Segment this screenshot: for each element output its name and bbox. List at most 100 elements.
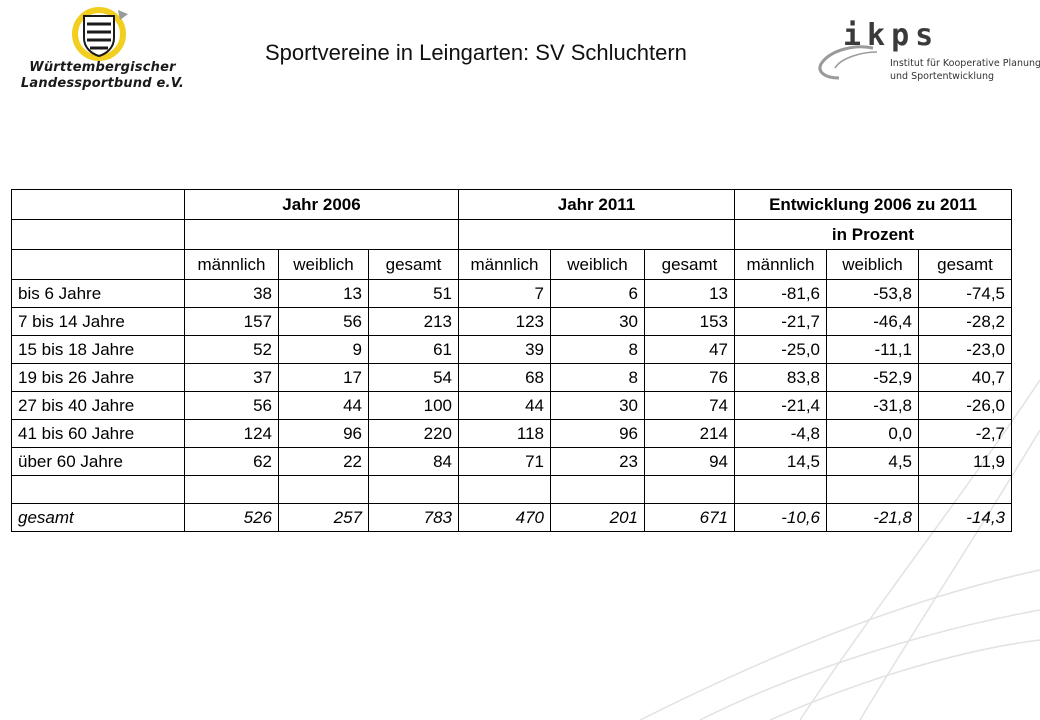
table-cell: 83,8 xyxy=(734,363,827,392)
total-label: gesamt xyxy=(11,503,185,532)
table-cell: 44 xyxy=(458,391,551,420)
total-cell: 783 xyxy=(368,503,459,532)
empty-cell xyxy=(826,475,919,504)
column-header: männlich xyxy=(734,249,827,280)
total-row: gesamt 526 257 783 470 201 671 -10,6 -21… xyxy=(11,503,1012,532)
ikps-swoosh-icon xyxy=(818,45,878,80)
empty-cell xyxy=(918,475,1012,504)
total-cell: 201 xyxy=(550,503,645,532)
empty-cell xyxy=(11,249,185,280)
empty-row xyxy=(11,475,1012,504)
ikps-subtitle-line1: Institut für Kooperative Planung xyxy=(890,58,1040,69)
table-cell: -46,4 xyxy=(826,307,919,336)
table-row: 41 bis 60 Jahre 124 96 220 118 96 214 -4… xyxy=(11,419,1012,448)
empty-cell xyxy=(734,475,827,504)
table-cell: -26,0 xyxy=(918,391,1012,420)
table-cell: 76 xyxy=(644,363,735,392)
table-cell: 94 xyxy=(644,447,735,476)
table-row: 19 bis 26 Jahre 37 17 54 68 8 76 83,8 -5… xyxy=(11,363,1012,392)
table-cell: 74 xyxy=(644,391,735,420)
table-cell: 124 xyxy=(184,419,279,448)
table-cell: 30 xyxy=(550,307,645,336)
header-row-percent: in Prozent xyxy=(11,219,1012,250)
table-cell: 84 xyxy=(368,447,459,476)
table-cell: 214 xyxy=(644,419,735,448)
table-cell: 23 xyxy=(550,447,645,476)
table-cell: 30 xyxy=(550,391,645,420)
row-label: bis 6 Jahre xyxy=(11,279,185,308)
table-cell: 44 xyxy=(278,391,369,420)
column-header: weiblich xyxy=(550,249,645,280)
table-cell: 96 xyxy=(550,419,645,448)
total-cell: 671 xyxy=(644,503,735,532)
table-cell: -81,6 xyxy=(734,279,827,308)
empty-cell xyxy=(278,475,369,504)
table-cell: 39 xyxy=(458,335,551,364)
table-cell: 40,7 xyxy=(918,363,1012,392)
column-header: weiblich xyxy=(826,249,919,280)
table-cell: -25,0 xyxy=(734,335,827,364)
row-label: über 60 Jahre xyxy=(11,447,185,476)
table-row: 27 bis 40 Jahre 56 44 100 44 30 74 -21,4… xyxy=(11,391,1012,420)
table-cell: 6 xyxy=(550,279,645,308)
group-header-2011: Jahr 2011 xyxy=(458,189,735,220)
header-row-gender: männlich weiblich gesamt männlich weibli… xyxy=(11,249,1012,280)
table-cell: -23,0 xyxy=(918,335,1012,364)
table-cell: 153 xyxy=(644,307,735,336)
table-cell: -2,7 xyxy=(918,419,1012,448)
table-row: bis 6 Jahre 38 13 51 7 6 13 -81,6 -53,8 … xyxy=(11,279,1012,308)
wlsb-logo: Württembergischer Landessportbund e.V. xyxy=(20,6,185,96)
table-cell: 47 xyxy=(644,335,735,364)
table-cell: 52 xyxy=(184,335,279,364)
corner-cell xyxy=(11,189,185,220)
table-cell: 17 xyxy=(278,363,369,392)
total-cell: 526 xyxy=(184,503,279,532)
table-cell: 9 xyxy=(278,335,369,364)
logo-left-line1: Württembergischer xyxy=(29,60,176,75)
empty-cell xyxy=(458,219,735,250)
table-cell: 13 xyxy=(644,279,735,308)
total-cell: -10,6 xyxy=(734,503,827,532)
table-cell: 4,5 xyxy=(826,447,919,476)
total-cell: -14,3 xyxy=(918,503,1012,532)
table-cell: -28,2 xyxy=(918,307,1012,336)
table-cell: -74,5 xyxy=(918,279,1012,308)
table-cell: 11,9 xyxy=(918,447,1012,476)
row-label: 41 bis 60 Jahre xyxy=(11,419,185,448)
empty-cell xyxy=(368,475,459,504)
table-cell: 118 xyxy=(458,419,551,448)
table-cell: -4,8 xyxy=(734,419,827,448)
empty-cell xyxy=(11,219,185,250)
empty-cell xyxy=(184,219,459,250)
row-label: 27 bis 40 Jahre xyxy=(11,391,185,420)
table-cell: 56 xyxy=(278,307,369,336)
table-cell: -53,8 xyxy=(826,279,919,308)
empty-cell xyxy=(644,475,735,504)
table-cell: 61 xyxy=(368,335,459,364)
column-header: gesamt xyxy=(918,249,1012,280)
empty-cell xyxy=(11,475,185,504)
column-header: männlich xyxy=(184,249,279,280)
table-cell: 13 xyxy=(278,279,369,308)
empty-cell xyxy=(184,475,279,504)
total-cell: 257 xyxy=(278,503,369,532)
percent-header: in Prozent xyxy=(734,219,1012,250)
column-header: männlich xyxy=(458,249,551,280)
group-header-development: Entwicklung 2006 zu 2011 xyxy=(734,189,1012,220)
total-cell: -21,8 xyxy=(826,503,919,532)
table-cell: 8 xyxy=(550,363,645,392)
row-label: 7 bis 14 Jahre xyxy=(11,307,185,336)
group-header-2006: Jahr 2006 xyxy=(184,189,459,220)
table-cell: 0,0 xyxy=(826,419,919,448)
table-cell: -21,4 xyxy=(734,391,827,420)
table-cell: 71 xyxy=(458,447,551,476)
empty-cell xyxy=(550,475,645,504)
table-cell: -31,8 xyxy=(826,391,919,420)
column-header: weiblich xyxy=(278,249,369,280)
table-cell: -21,7 xyxy=(734,307,827,336)
table-cell: 213 xyxy=(368,307,459,336)
row-label: 15 bis 18 Jahre xyxy=(11,335,185,364)
table-cell: 220 xyxy=(368,419,459,448)
ikps-logo: ikps Institut für Kooperative Planung un… xyxy=(815,18,1040,98)
table-cell: 62 xyxy=(184,447,279,476)
